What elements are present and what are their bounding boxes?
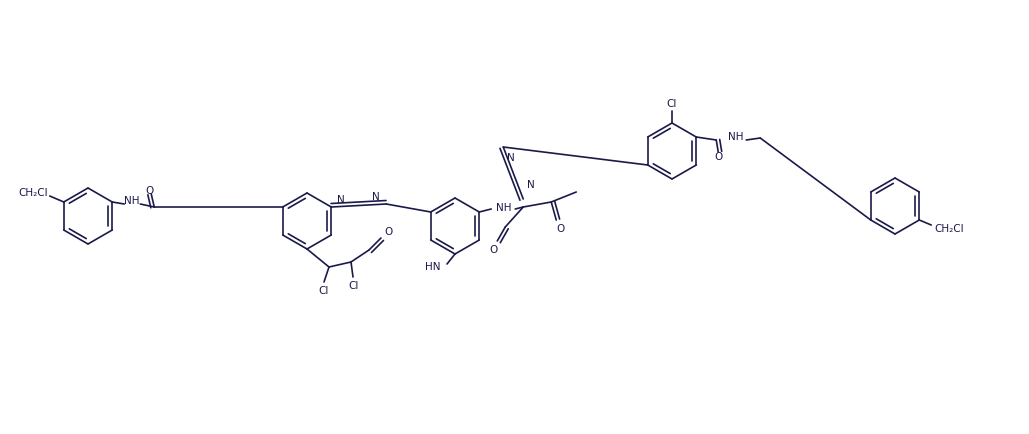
Text: N: N [528, 180, 535, 190]
Text: CH₂Cl: CH₂Cl [17, 187, 47, 197]
Text: Cl: Cl [349, 280, 359, 290]
Text: NH: NH [125, 196, 140, 206]
Text: O: O [714, 151, 722, 161]
Text: O: O [489, 244, 497, 254]
Text: CH₂Cl: CH₂Cl [934, 224, 964, 233]
Text: O: O [556, 224, 564, 233]
Text: N: N [507, 153, 516, 163]
Text: N: N [372, 191, 380, 201]
Text: HN: HN [425, 261, 440, 271]
Text: Cl: Cl [667, 99, 677, 109]
Text: O: O [145, 186, 153, 196]
Text: N: N [338, 194, 345, 204]
Text: NH: NH [729, 132, 744, 141]
Text: O: O [384, 227, 392, 237]
Text: NH: NH [497, 203, 512, 213]
Text: Cl: Cl [319, 285, 329, 295]
